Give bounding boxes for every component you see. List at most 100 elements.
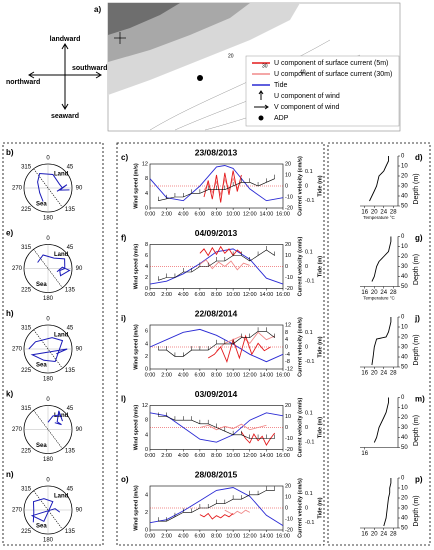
x-tick-label: 24 [380, 210, 387, 216]
x-tick-label: 16 [361, 210, 368, 216]
x-tick-label: 28 [390, 290, 397, 296]
series-line [241, 431, 276, 447]
y-tick-label: 20 [401, 335, 408, 341]
y-tick-label: 30 [401, 184, 408, 190]
y-tick-label: 50 [401, 204, 408, 210]
x-tick-label: 14:00 [259, 453, 273, 459]
region-label: Sea [36, 363, 47, 369]
angle-label: 135 [65, 287, 76, 293]
x-tick-label: 8:00 [211, 292, 222, 298]
angle-label: 225 [21, 448, 32, 454]
y2-tick-label: 20 [285, 242, 291, 248]
x-tick-label: 12:00 [243, 211, 257, 217]
angle-label: 180 [43, 377, 54, 383]
panel-label: i) [121, 314, 126, 323]
y-tick-label: 0 [145, 205, 148, 211]
angle-label: 90 [76, 508, 83, 514]
series-line [207, 334, 271, 364]
y-tick-label: 2 [145, 275, 148, 281]
y-tick-label: 8 [145, 242, 148, 248]
y2-tick-label: -10 [285, 436, 293, 442]
y3-tick-label: -0.1 [305, 279, 314, 285]
y3-tick-label: 0 [305, 505, 308, 511]
x-tick-label: 14:00 [259, 372, 273, 378]
panel-label: m) [415, 395, 425, 404]
y2-tick-label: -10 [285, 194, 293, 200]
y2-tick-label: 0 [285, 344, 288, 350]
y3-tick-label: -0.1 [305, 440, 314, 446]
angle-label: 0 [46, 317, 50, 323]
y2-tick-label: -20 [285, 447, 293, 453]
y-tick-label: 30 [401, 506, 408, 512]
panel-label: n) [6, 470, 14, 479]
y-label: Wind speed (m/s) [133, 244, 139, 290]
angle-label: 0 [46, 156, 50, 162]
panel-label: c) [121, 153, 128, 162]
x-tick-label: 8:00 [211, 211, 222, 217]
y-tick-label: 40 [401, 274, 408, 280]
legend-swatch [254, 104, 269, 110]
panel-label: h) [6, 309, 14, 318]
legend-label: Tide [274, 82, 287, 89]
shore-line [33, 168, 63, 208]
y2-label: Current velocity (cm/s) [297, 317, 303, 377]
y-tick-label: 10 [401, 486, 408, 492]
y-tick-label: 4 [145, 191, 148, 197]
y-tick-label: 30 [401, 345, 408, 351]
angle-label: 270 [12, 427, 23, 433]
y-tick-label: 0 [145, 286, 148, 292]
y3-tick-label: -0.1 [305, 520, 314, 526]
polar-trace [28, 337, 68, 363]
panel-label: g) [415, 234, 423, 243]
x-tick-label: 6:00 [195, 211, 206, 217]
y3-label: Tide (m) [317, 417, 323, 438]
region-label: Land [54, 172, 69, 178]
y-tick-label: 10 [401, 164, 408, 170]
y2-tick-label: -20 [285, 527, 293, 533]
series-line [199, 423, 267, 431]
angle-label: 270 [12, 508, 23, 514]
angle-label: 225 [21, 207, 32, 213]
panel-title: 04/09/2013 [195, 228, 238, 238]
y3-tick-label: 0.1 [305, 410, 313, 416]
y-tick-label: 12 [142, 161, 148, 167]
series-line [149, 412, 284, 443]
panel-label: l) [121, 395, 126, 404]
y-tick-label: 0 [401, 395, 405, 401]
legend-label: ADP [274, 115, 289, 122]
region-label: Land [54, 413, 69, 419]
series-line [149, 248, 284, 285]
y2-tick-label: 0 [285, 183, 288, 189]
panel-label: e) [6, 229, 13, 238]
y3-tick-label: -0.1 [305, 198, 314, 204]
y2-tick-label: -4 [285, 352, 290, 358]
angle-label: 180 [43, 457, 54, 463]
y2-label: Current velocity (cm/s) [297, 398, 303, 458]
x-tick-label: 28 [390, 532, 397, 538]
y2-label: Current velocity (cm/s) [297, 478, 303, 538]
x-tick-label: 20 [371, 371, 378, 377]
compass-label: seaward [51, 113, 79, 120]
legend-box [245, 55, 400, 127]
compass-arrows [28, 43, 102, 110]
x-tick-label: 16 [361, 532, 368, 538]
angle-label: 315 [21, 406, 32, 412]
region-label: Land [54, 333, 69, 339]
panel-label: d) [415, 153, 423, 162]
x-tick-label: 10:00 [226, 211, 240, 217]
shore-line [33, 329, 63, 369]
y-tick-label: 10 [401, 325, 408, 331]
y-tick-label: 0 [401, 315, 405, 321]
angle-label: 270 [12, 347, 23, 353]
profile-line [369, 156, 389, 202]
angle-label: 90 [76, 186, 83, 192]
y2-tick-label: 0 [285, 425, 288, 431]
angle-label: 270 [12, 186, 23, 192]
x-tick-label: 2:00 [161, 211, 172, 217]
x-tick-label: 10:00 [226, 533, 240, 539]
panel-label: o) [121, 475, 129, 484]
adp-site [197, 75, 203, 81]
x-tick-label: 20 [371, 290, 378, 296]
angle-label: 45 [67, 406, 74, 412]
x-tick-label: 0:00 [145, 533, 156, 539]
